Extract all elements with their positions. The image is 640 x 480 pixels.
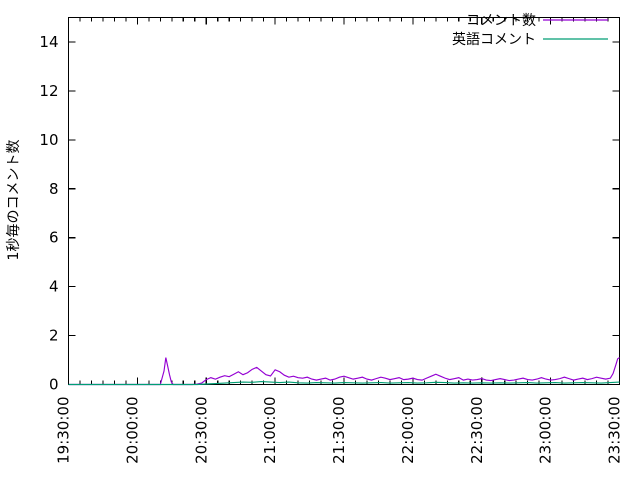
y-axis-label: 1秒毎のコメント数 bbox=[6, 140, 22, 261]
data-series-group bbox=[68, 357, 620, 386]
series-line-2 bbox=[68, 380, 620, 386]
x-tick-label: 19:30:00 bbox=[55, 397, 73, 464]
x-tick-label: 22:00:00 bbox=[399, 397, 417, 464]
x-tick-label: 23:00:00 bbox=[537, 397, 555, 464]
y-tick-label: 10 bbox=[39, 131, 58, 149]
y-tick-label: 8 bbox=[49, 180, 59, 198]
y-tick-label: 12 bbox=[39, 82, 58, 100]
x-axis-tick-labels: 19:30:00 20:00:00 20:30:00 21:00:00 21:30:00… bbox=[55, 397, 624, 464]
legend-item-label-english-comments: 英語コメント bbox=[452, 31, 536, 48]
x-tick-label: 21:00:00 bbox=[261, 397, 279, 464]
y-tick-label: 6 bbox=[49, 229, 59, 247]
x-tick-label: 23:30:00 bbox=[606, 397, 624, 464]
y-tick-label: 14 bbox=[39, 33, 58, 51]
y-tick-label: 0 bbox=[49, 376, 59, 394]
x-tick-label: 20:00:00 bbox=[123, 397, 141, 464]
legend-item-label-comments: コメント数 bbox=[466, 13, 536, 29]
y-axis-tick-labels: 0 2 4 6 8 10 12 14 bbox=[39, 33, 58, 394]
y-tick-label: 4 bbox=[49, 278, 59, 296]
y-tick-label: 2 bbox=[49, 327, 59, 345]
chart-legend: コメント数 英語コメント bbox=[452, 13, 608, 48]
x-tick-label: 20:30:00 bbox=[192, 397, 210, 464]
x-tick-label: 22:30:00 bbox=[468, 397, 486, 464]
x-tick-label: 21:30:00 bbox=[330, 397, 348, 464]
